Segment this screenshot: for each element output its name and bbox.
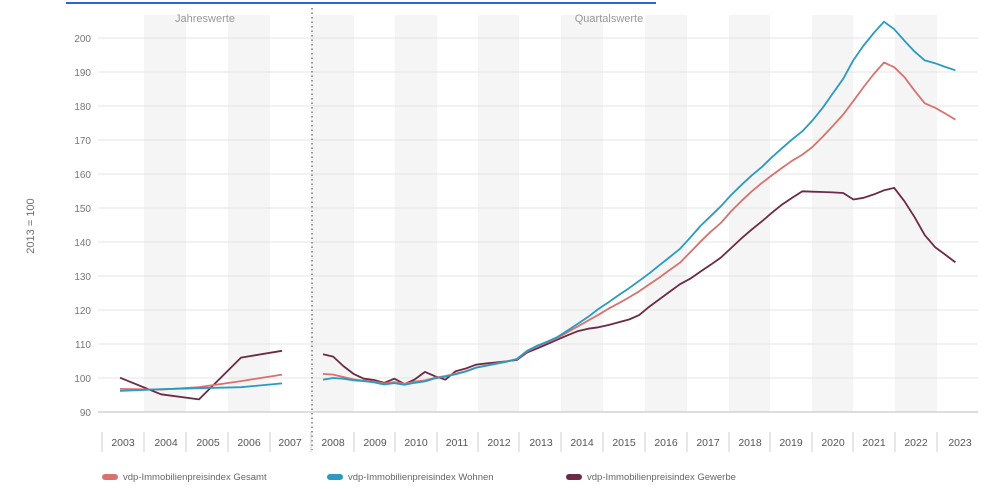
x-tick-label: 2021 <box>862 437 886 449</box>
x-tick-label: 2022 <box>904 437 928 449</box>
x-tick-label: 2017 <box>696 437 720 449</box>
y-axis-title: 2013 = 100 <box>25 198 37 253</box>
section-label-annual: Jahreswerte <box>175 13 235 25</box>
y-axis-tick-labels: 90 100 110 120 130 140 150 160 170 180 190 200 <box>74 34 91 419</box>
legend-label: vdp-Immobilienpreisindex Gesamt <box>123 472 267 483</box>
y-tick-label: 130 <box>74 272 91 283</box>
x-tick-label: 2009 <box>363 437 387 449</box>
legend-label: vdp-Immobilienpreisindex Gewerbe <box>587 472 736 483</box>
x-tick-label: 2003 <box>111 437 135 449</box>
year-band <box>812 15 853 412</box>
x-tick-label: 2023 <box>948 437 972 449</box>
legend-item-gewerbe: vdp-Immobilienpreisindex Gewerbe <box>566 472 736 483</box>
section-label-quarterly: Quartalswerte <box>575 13 643 25</box>
y-tick-label: 180 <box>74 102 91 113</box>
legend-swatch <box>566 474 582 480</box>
x-tick-label: 2011 <box>446 437 469 449</box>
y-tick-label: 100 <box>74 374 91 385</box>
y-tick-label: 120 <box>74 306 91 317</box>
x-tick-label: 2006 <box>237 437 261 449</box>
x-tick-label: 2016 <box>654 437 678 449</box>
y-tick-label: 200 <box>74 34 91 45</box>
series-line-quarterly-wohnen <box>322 20 956 386</box>
legend-label: vdp-Immobilienpreisindex Wohnen <box>348 472 494 483</box>
year-band <box>228 15 270 412</box>
year-band <box>561 15 603 412</box>
x-tick-label: 2014 <box>570 437 594 449</box>
x-axis-tick-labels: 2003 2004 2005 2006 2007 2008 2009 2010 2011 2012… <box>101 432 972 452</box>
x-tick-label: 2019 <box>779 437 803 449</box>
year-band <box>895 15 937 412</box>
year-band <box>311 15 354 412</box>
x-tick-label: 2012 <box>487 437 511 449</box>
series-line-annual-wohnen <box>119 382 283 392</box>
gridlines <box>98 37 978 413</box>
x-tick-label: 2008 <box>321 437 345 449</box>
x-tick-label: 2013 <box>529 437 553 449</box>
x-tick-label: 2005 <box>196 437 220 449</box>
year-bands <box>144 15 937 412</box>
legend-swatch <box>327 474 343 480</box>
year-band <box>478 15 519 412</box>
year-band <box>645 15 687 412</box>
legend-swatch <box>102 474 118 480</box>
y-tick-label: 140 <box>74 238 91 249</box>
data-series <box>119 20 956 401</box>
year-band <box>729 15 770 412</box>
y-tick-label: 190 <box>74 68 91 79</box>
legend-item-gesamt: vdp-Immobilienpreisindex Gesamt <box>102 472 267 483</box>
top-link-underline[interactable] <box>66 2 656 4</box>
y-tick-label: 110 <box>75 340 91 351</box>
x-tick-label: 2020 <box>821 437 845 449</box>
x-tick-label: 2015 <box>612 437 636 449</box>
x-tick-label: 2004 <box>154 437 178 449</box>
x-tick-label: 2007 <box>278 437 302 449</box>
x-tick-label: 2018 <box>738 437 762 449</box>
y-tick-label: 160 <box>74 170 91 181</box>
series-line-quarterly-gewerbe <box>322 186 956 386</box>
year-band <box>144 15 186 412</box>
y-tick-label: 150 <box>74 204 91 215</box>
legend: vdp-Immobilienpreisindex Gesamt vdp-Immob… <box>102 472 736 483</box>
year-band <box>395 15 437 412</box>
y-tick-label: 90 <box>80 408 92 419</box>
x-tick-label: 2010 <box>404 437 428 449</box>
legend-item-wohnen: vdp-Immobilienpreisindex Wohnen <box>327 472 494 483</box>
y-tick-label: 170 <box>74 136 91 147</box>
